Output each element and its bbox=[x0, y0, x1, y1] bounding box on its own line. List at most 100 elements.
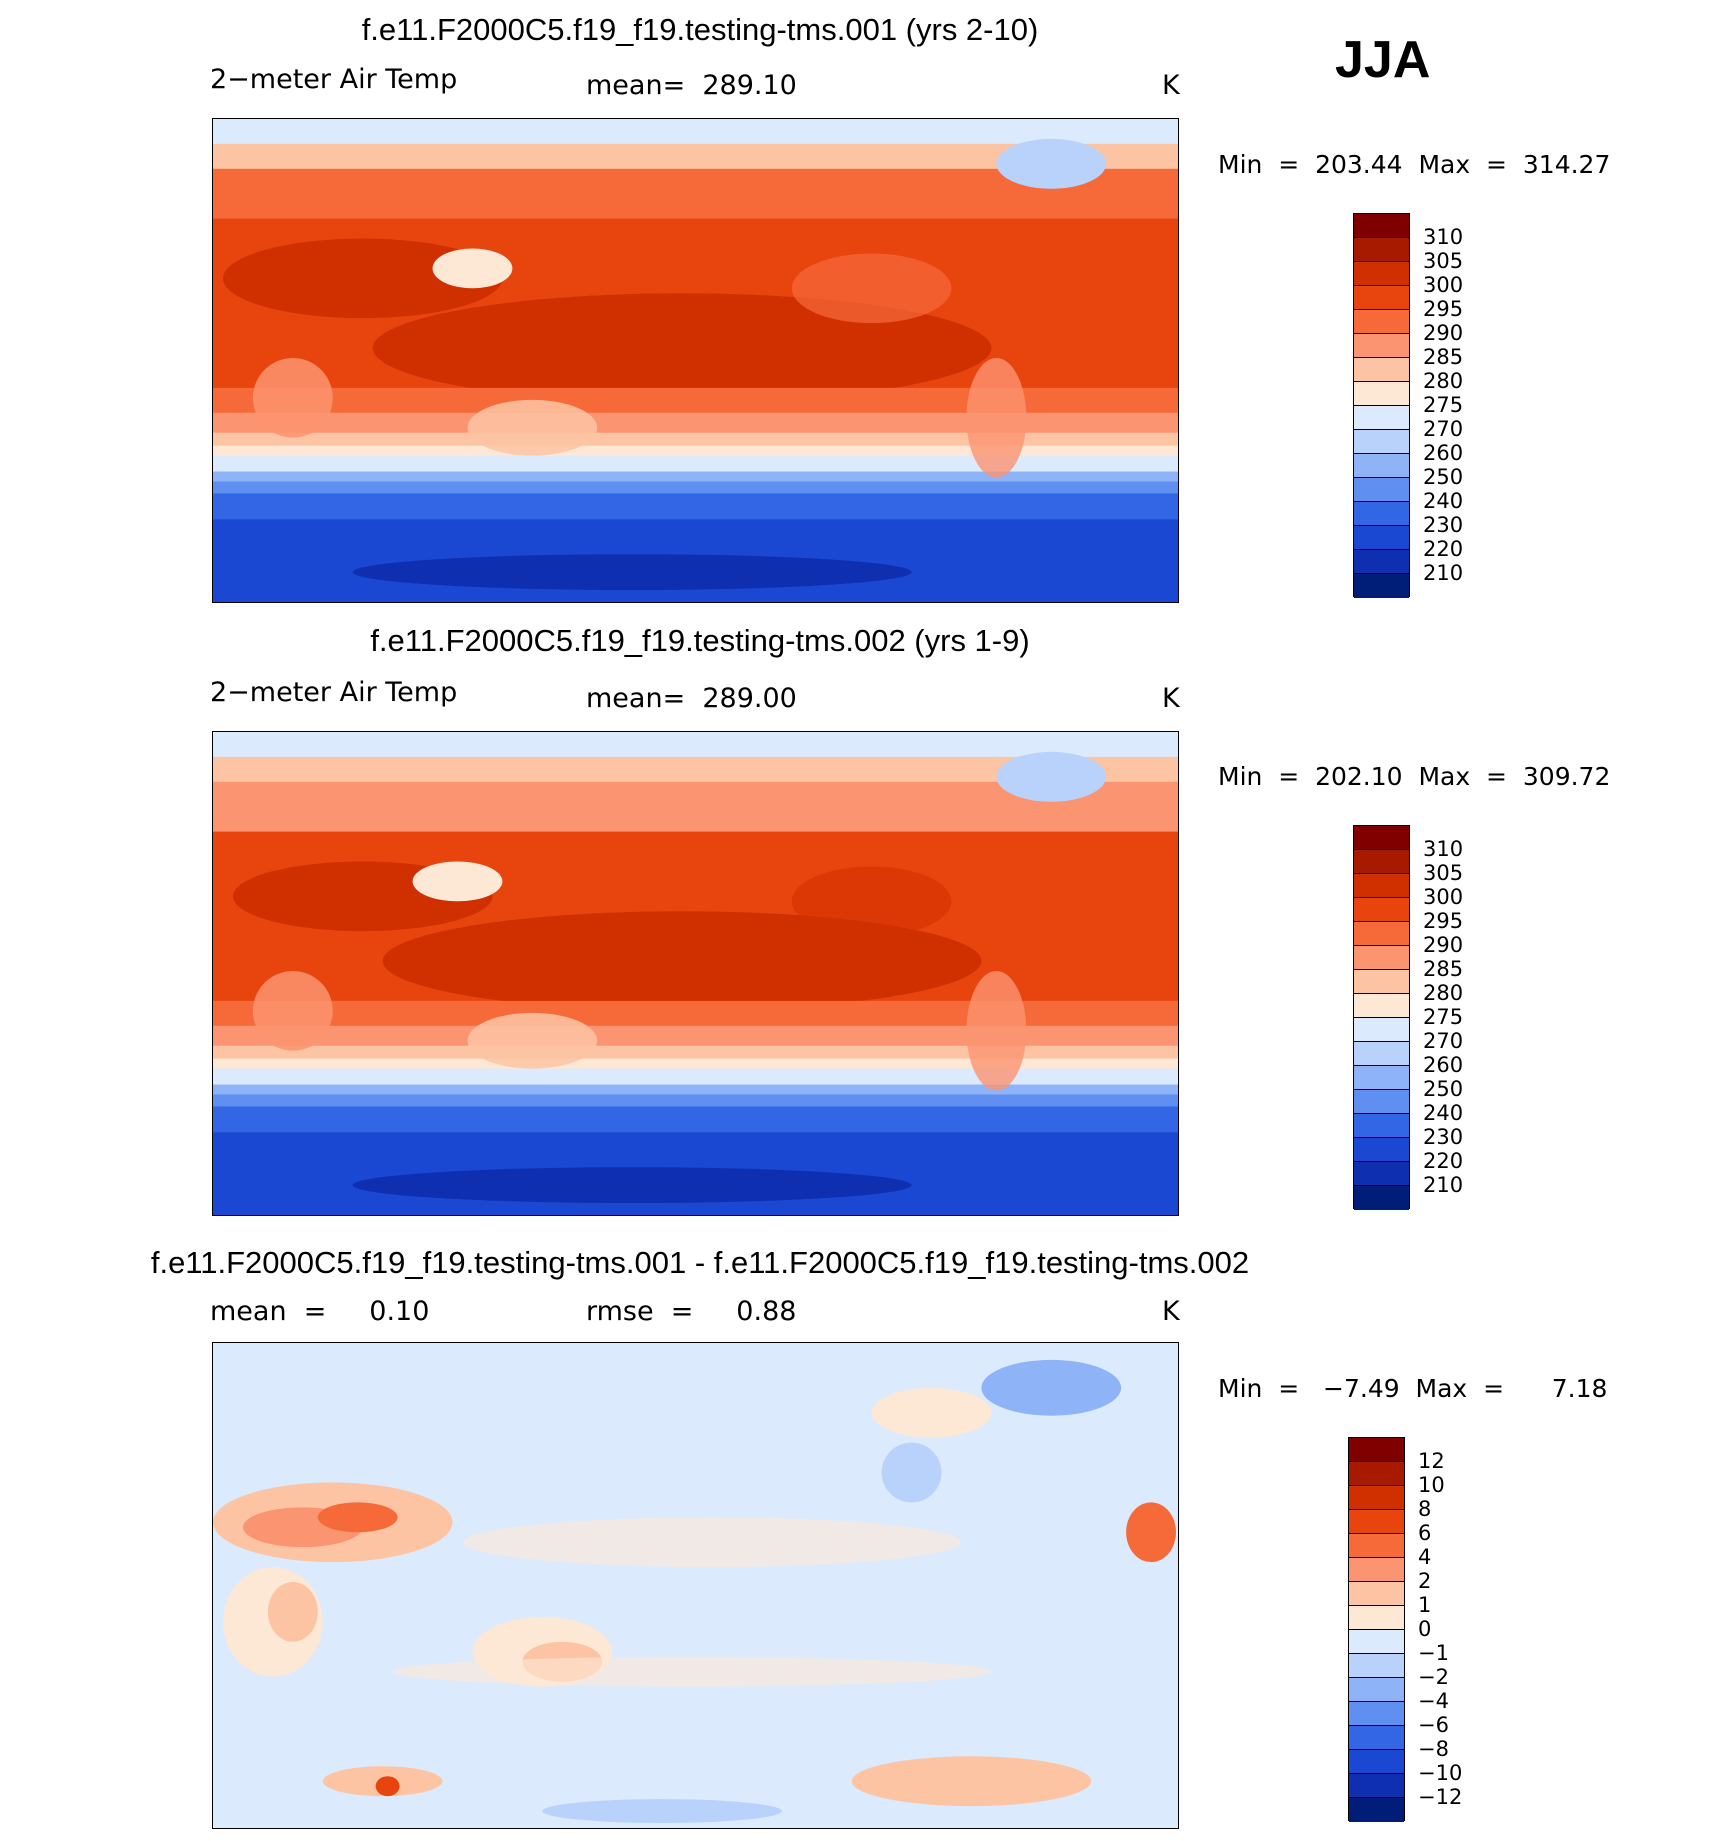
colorbar-1-tick-label: 310 bbox=[1423, 225, 1464, 249]
colorbar-1-segment bbox=[1354, 238, 1409, 262]
colorbar-2-tick-label: 240 bbox=[1423, 1101, 1464, 1125]
colorbar-3-tick-label: −1 bbox=[1418, 1641, 1449, 1665]
panel-1-variable-label: 2−meter Air Temp bbox=[210, 64, 458, 95]
colorbar-1-segment bbox=[1354, 262, 1409, 286]
colorbar-2-segment bbox=[1354, 1018, 1409, 1042]
colorbar-1-segment bbox=[1354, 406, 1409, 430]
colorbar-2-tick-label: 290 bbox=[1423, 933, 1464, 957]
colorbar-2-segment bbox=[1354, 1186, 1409, 1210]
colorbar-1-tick-label: 210 bbox=[1423, 561, 1464, 585]
colorbar-2-segment bbox=[1354, 1090, 1409, 1114]
colorbar-3-segment bbox=[1349, 1438, 1404, 1462]
panel-3-minmax: Min = −7.49 Max = 7.18 bbox=[1218, 1374, 1608, 1403]
colorbar-2-tick-label: 295 bbox=[1423, 909, 1464, 933]
colorbar-1-tick-label: 240 bbox=[1423, 489, 1464, 513]
colorbar-3-segment bbox=[1349, 1798, 1404, 1822]
colorbar-2-tick-label: 310 bbox=[1423, 837, 1464, 861]
colorbar-3-segment bbox=[1349, 1702, 1404, 1726]
colorbar-1-tick-label: 270 bbox=[1423, 417, 1464, 441]
panel-3-title: f.e11.F2000C5.f19_f19.testing-tms.001 - … bbox=[150, 1245, 1250, 1280]
panel-2-map bbox=[212, 731, 1179, 1216]
colorbar-3-tick-label: −8 bbox=[1418, 1737, 1449, 1761]
colorbar-3-segment bbox=[1349, 1606, 1404, 1630]
colorbar-2-segment bbox=[1354, 994, 1409, 1018]
colorbar-2-tick-label: 250 bbox=[1423, 1077, 1464, 1101]
panel-3-colorbar bbox=[1348, 1437, 1405, 1822]
panel-1-map bbox=[212, 118, 1179, 603]
colorbar-3-tick-label: −10 bbox=[1418, 1761, 1463, 1785]
panel-2-variable-label: 2−meter Air Temp bbox=[210, 677, 458, 708]
colorbar-2-segment bbox=[1354, 922, 1409, 946]
colorbar-1-tick-label: 295 bbox=[1423, 297, 1464, 321]
panel-2-colorbar bbox=[1353, 825, 1410, 1210]
colorbar-3-segment bbox=[1349, 1654, 1404, 1678]
colorbar-3-tick-label: 0 bbox=[1418, 1617, 1432, 1641]
panel-1-minmax: Min = 203.44 Max = 314.27 bbox=[1218, 150, 1611, 179]
colorbar-3-tick-label: 12 bbox=[1418, 1449, 1445, 1473]
panel-3-mean-label: mean = 0.10 bbox=[210, 1296, 430, 1327]
colorbar-1-tick-label: 300 bbox=[1423, 273, 1464, 297]
colorbar-1-segment bbox=[1354, 430, 1409, 454]
colorbar-1-tick-label: 285 bbox=[1423, 345, 1464, 369]
colorbar-2-tick-label: 260 bbox=[1423, 1053, 1464, 1077]
colorbar-1-tick-label: 250 bbox=[1423, 465, 1464, 489]
colorbar-1-segment bbox=[1354, 382, 1409, 406]
colorbar-3-segment bbox=[1349, 1678, 1404, 1702]
colorbar-1-tick-label: 290 bbox=[1423, 321, 1464, 345]
panel-2-title: f.e11.F2000C5.f19_f19.testing-tms.002 (y… bbox=[370, 623, 1030, 658]
colorbar-3-segment bbox=[1349, 1558, 1404, 1582]
colorbar-2-segment bbox=[1354, 1138, 1409, 1162]
season-label: JJA bbox=[1335, 31, 1431, 89]
colorbar-3-tick-label: 1 bbox=[1418, 1593, 1432, 1617]
colorbar-3-segment bbox=[1349, 1750, 1404, 1774]
colorbar-2-segment bbox=[1354, 1114, 1409, 1138]
colorbar-1-tick-label: 260 bbox=[1423, 441, 1464, 465]
colorbar-2-segment bbox=[1354, 826, 1409, 850]
colorbar-1-segment bbox=[1354, 574, 1409, 598]
panel-3-units-label: K bbox=[1162, 1296, 1180, 1327]
colorbar-2-tick-label: 285 bbox=[1423, 957, 1464, 981]
panel-1-mean-label: mean= 289.10 bbox=[586, 70, 797, 101]
colorbar-3-tick-label: −4 bbox=[1418, 1689, 1449, 1713]
colorbar-2-tick-label: 220 bbox=[1423, 1149, 1464, 1173]
panel-2-units-label: K bbox=[1162, 683, 1180, 714]
colorbar-1-tick-label: 280 bbox=[1423, 369, 1464, 393]
colorbar-3-tick-label: 4 bbox=[1418, 1545, 1432, 1569]
panel-1-title: f.e11.F2000C5.f19_f19.testing-tms.001 (y… bbox=[361, 12, 1039, 47]
colorbar-1-segment bbox=[1354, 526, 1409, 550]
colorbar-1-segment bbox=[1354, 214, 1409, 238]
colorbar-3-segment bbox=[1349, 1510, 1404, 1534]
colorbar-3-segment bbox=[1349, 1486, 1404, 1510]
colorbar-1-segment bbox=[1354, 334, 1409, 358]
colorbar-1-segment bbox=[1354, 286, 1409, 310]
colorbar-3-tick-label: 2 bbox=[1418, 1569, 1432, 1593]
colorbar-2-segment bbox=[1354, 898, 1409, 922]
panel-1-field bbox=[213, 119, 1178, 602]
colorbar-1-tick-label: 305 bbox=[1423, 249, 1464, 273]
panel-3-map bbox=[212, 1342, 1179, 1829]
colorbar-1-tick-label: 220 bbox=[1423, 537, 1464, 561]
colorbar-2-tick-label: 305 bbox=[1423, 861, 1464, 885]
colorbar-2-segment bbox=[1354, 946, 1409, 970]
colorbar-2-segment bbox=[1354, 1042, 1409, 1066]
colorbar-1-tick-label: 230 bbox=[1423, 513, 1464, 537]
panel-2-mean-label: mean= 289.00 bbox=[586, 683, 797, 714]
colorbar-1-segment bbox=[1354, 502, 1409, 526]
colorbar-3-tick-label: 6 bbox=[1418, 1521, 1432, 1545]
colorbar-1-tick-label: 275 bbox=[1423, 393, 1464, 417]
colorbar-2-tick-label: 230 bbox=[1423, 1125, 1464, 1149]
colorbar-1-segment bbox=[1354, 550, 1409, 574]
panel-2-minmax: Min = 202.10 Max = 309.72 bbox=[1218, 762, 1611, 791]
panel-3-field bbox=[213, 1343, 1178, 1828]
colorbar-2-segment bbox=[1354, 874, 1409, 898]
colorbar-3-segment bbox=[1349, 1534, 1404, 1558]
colorbar-3-segment bbox=[1349, 1462, 1404, 1486]
colorbar-2-segment bbox=[1354, 850, 1409, 874]
colorbar-2-segment bbox=[1354, 1162, 1409, 1186]
colorbar-3-segment bbox=[1349, 1582, 1404, 1606]
panel-1-units-label: K bbox=[1162, 70, 1180, 101]
colorbar-3-tick-label: −12 bbox=[1418, 1785, 1463, 1809]
colorbar-2-tick-label: 280 bbox=[1423, 981, 1464, 1005]
colorbar-3-tick-label: 10 bbox=[1418, 1473, 1445, 1497]
colorbar-1-segment bbox=[1354, 310, 1409, 334]
